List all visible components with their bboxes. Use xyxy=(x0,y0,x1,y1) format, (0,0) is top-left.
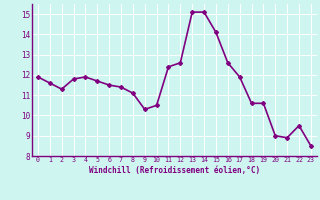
X-axis label: Windchill (Refroidissement éolien,°C): Windchill (Refroidissement éolien,°C) xyxy=(89,166,260,175)
